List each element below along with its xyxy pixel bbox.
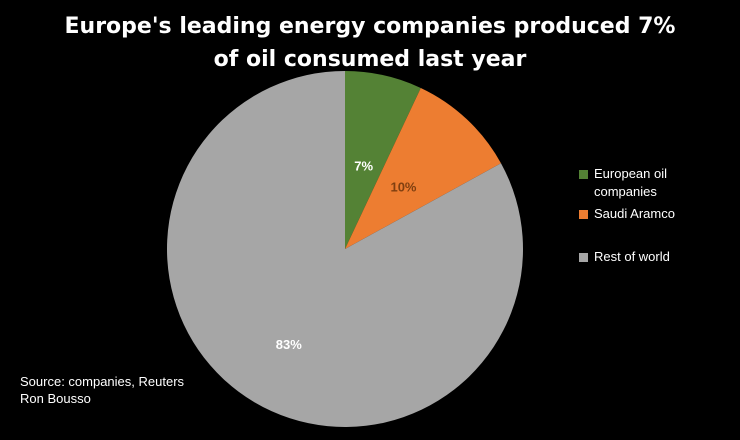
legend-swatch-european-oil-companies: [579, 170, 588, 179]
chart-title-line-1: Europe's leading energy companies produc…: [65, 14, 676, 39]
pie-slices: [167, 71, 523, 428]
source-line-2: Ron Bousso: [20, 391, 91, 406]
pie-slice-saudi-aramco: [345, 87, 501, 249]
legend-item-rest-of-world: Rest of world: [579, 249, 670, 264]
chart-title: Europe's leading energy companies produc…: [65, 14, 676, 72]
data-label-saudi-aramco: 10%: [390, 180, 416, 195]
legend-label-rest-of-world: Rest of world: [594, 249, 670, 264]
legend-swatch-rest-of-world: [579, 253, 588, 262]
legend-item-saudi-aramco: Saudi Aramco: [579, 206, 675, 221]
legend-label-saudi-aramco: Saudi Aramco: [594, 206, 675, 221]
source-note: Source: companies, Reuters Ron Bousso: [20, 374, 185, 406]
legend-item-european-oil-companies: European oil companies: [579, 166, 667, 199]
pie-data-labels: 7% 10% 83%: [276, 159, 417, 352]
pie-slice-rest-of-world: [167, 71, 523, 428]
legend-label-european-oil-companies-line-2: companies: [594, 184, 657, 199]
legend: European oil companies Saudi Aramco Rest of…: [579, 166, 675, 264]
pie-slice-european-oil-companies: [345, 71, 421, 249]
chart-title-line-2: of oil consumed last year: [214, 47, 527, 72]
legend-label-european-oil-companies-line-1: European oil: [594, 166, 667, 181]
data-label-european-oil-companies: 7%: [354, 159, 373, 174]
legend-swatch-saudi-aramco: [579, 210, 588, 219]
source-line-1: Source: companies, Reuters: [20, 374, 185, 389]
data-label-rest-of-world: 83%: [276, 337, 302, 352]
